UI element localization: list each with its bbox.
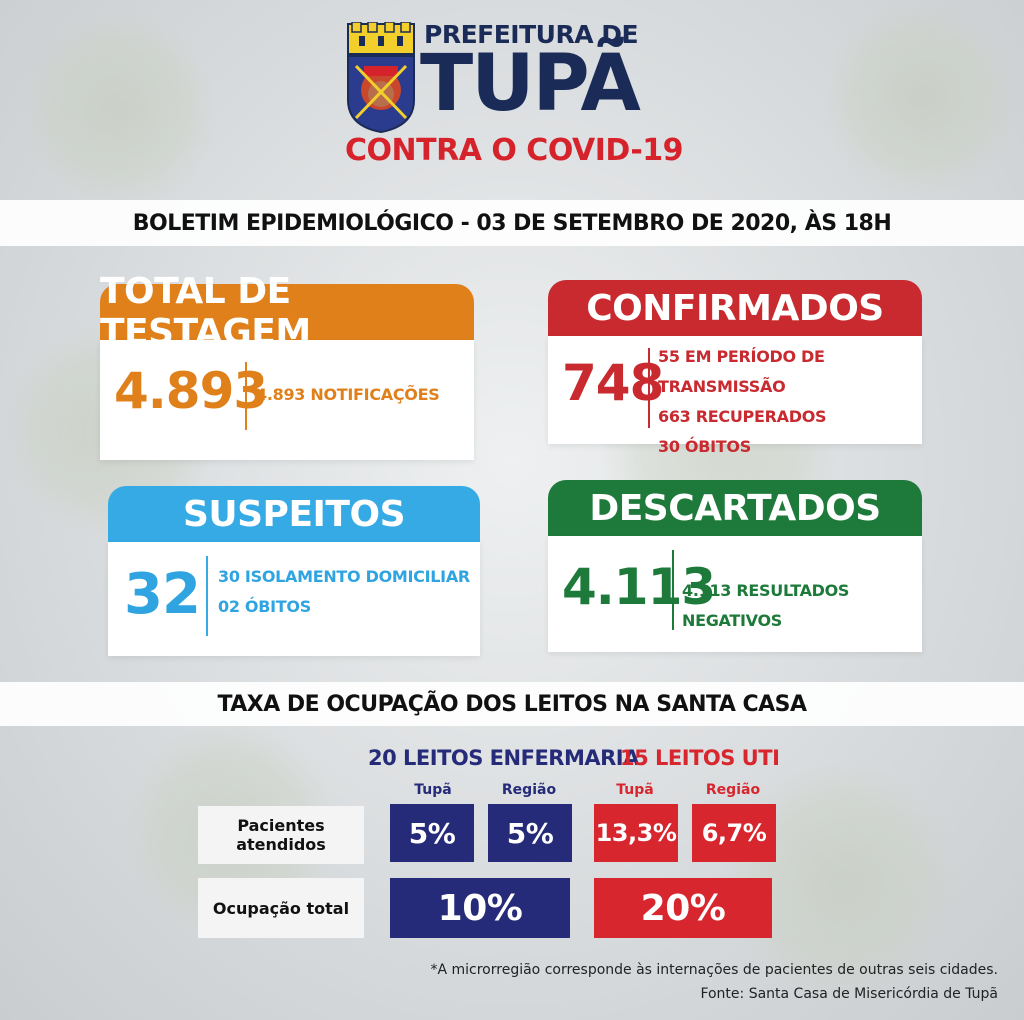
card-total-testagem: TOTAL DE TESTAGEM 4.893 4.893 NOTIFICAÇÕ… [100,271,474,460]
row-label-ocupacao: Ocupação total [198,878,364,938]
card-detail-line: 663 RECUPERADOS [658,407,827,426]
campaign-subtitle: CONTRA O COVID-19 [345,133,684,168]
card-details: 4.113 RESULTADOS NEGATIVOS [682,576,922,636]
card-details: 30 ISOLAMENTO DOMICILIAR 02 ÓBITOS [218,562,470,622]
uti-group-label: 15 LEITOS UTI [620,746,780,770]
column-regiao-enfermaria: Região [501,782,557,798]
cell-enfermaria-regiao: 5% [488,804,572,862]
card-title: SUSPEITOS [108,486,480,542]
card-detail-line: 30 ÓBITOS [658,437,751,456]
card-body: 32 30 ISOLAMENTO DOMICILIAR 02 ÓBITOS [108,542,480,656]
column-tupa-enfermaria: Tupã [414,782,452,798]
card-divider [245,362,247,430]
cell-enfermaria-total: 10% [390,878,570,938]
card-confirmados: CONFIRMADOS 748 55 EM PERÍODO DE TRANSMI… [548,280,922,456]
city-coat-of-arms-icon [347,22,415,134]
card-detail-line: 4.893 NOTIFICAÇÕES [256,385,440,404]
card-number: 32 [124,562,201,627]
enfermaria-group-label: 20 LEITOS ENFERMARIA [368,746,639,770]
card-detail-line: 30 ISOLAMENTO DOMICILIAR [218,567,470,586]
card-divider [648,348,650,428]
card-detail-line: 55 EM PERÍODO DE TRANSMISSÃO [658,347,825,396]
bulletin-title: BOLETIM EPIDEMIOLÓGICO - 03 DE SETEMBRO … [0,200,1024,246]
card-number: 4.113 [562,558,716,616]
card-descartados: DESCARTADOS 4.113 4.113 RESULTADOS NEGAT… [548,480,922,652]
card-divider [206,556,208,636]
virus-background-decoration [20,10,220,210]
card-detail-line: 02 ÓBITOS [218,597,311,616]
card-number: 4.893 [114,362,268,420]
card-body: 4.113 4.113 RESULTADOS NEGATIVOS [548,536,922,652]
card-detail-line: 4.113 RESULTADOS NEGATIVOS [682,581,850,630]
card-divider [672,550,674,630]
cell-enfermaria-tupa: 5% [390,804,474,862]
prefeitura-label: PREFEITURA DE [424,20,639,49]
city-name: TUPÃ [420,39,641,129]
cell-uti-tupa: 13,3% [594,804,678,862]
row-label-pacientes: Pacientes atendidos [198,806,364,864]
card-title: TOTAL DE TESTAGEM [100,271,474,353]
virus-background-decoration [820,0,1020,200]
cell-uti-total: 20% [594,878,772,938]
source-text: Fonte: Santa Casa de Misericórdia de Tup… [700,986,998,1002]
card-details: 4.893 NOTIFICAÇÕES [256,380,440,410]
card-details: 55 EM PERÍODO DE TRANSMISSÃO 663 RECUPER… [658,342,922,462]
card-body: 748 55 EM PERÍODO DE TRANSMISSÃO 663 REC… [548,336,922,456]
column-regiao-uti: Região [705,782,761,798]
card-body: 4.893 4.893 NOTIFICAÇÕES [100,340,474,460]
footnote: *A microrregião corresponde às internaçõ… [430,962,998,978]
card-title: DESCARTADOS [548,480,922,536]
card-suspeitos: SUSPEITOS 32 30 ISOLAMENTO DOMICILIAR 02… [108,486,480,656]
column-tupa-uti: Tupã [616,782,654,798]
cell-uti-regiao: 6,7% [692,804,776,862]
card-title: CONFIRMADOS [548,280,922,336]
occupancy-title: TAXA DE OCUPAÇÃO DOS LEITOS NA SANTA CAS… [0,682,1024,726]
card-number: 748 [562,354,664,412]
